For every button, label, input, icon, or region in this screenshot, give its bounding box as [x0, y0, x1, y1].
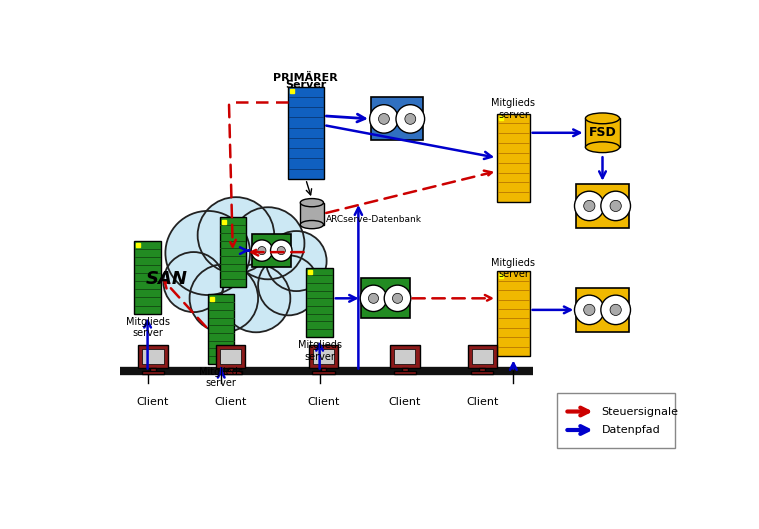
Circle shape [392, 293, 402, 303]
FancyBboxPatch shape [497, 271, 530, 356]
Text: FSD: FSD [589, 126, 616, 139]
Circle shape [277, 247, 285, 254]
Text: SAN: SAN [145, 270, 187, 288]
Circle shape [379, 114, 389, 124]
FancyBboxPatch shape [468, 344, 497, 368]
FancyBboxPatch shape [216, 344, 245, 368]
FancyBboxPatch shape [288, 87, 323, 179]
Text: Client: Client [214, 397, 247, 407]
FancyBboxPatch shape [301, 203, 323, 225]
Circle shape [266, 231, 326, 291]
FancyBboxPatch shape [394, 371, 416, 374]
FancyBboxPatch shape [208, 295, 235, 364]
FancyBboxPatch shape [143, 349, 164, 364]
Text: Mitglieds
server: Mitglieds server [491, 258, 535, 279]
Circle shape [575, 295, 604, 325]
Text: Client: Client [389, 397, 421, 407]
Circle shape [396, 105, 424, 133]
Circle shape [197, 197, 274, 273]
FancyBboxPatch shape [390, 344, 420, 368]
Circle shape [270, 240, 292, 261]
Circle shape [405, 114, 416, 124]
FancyBboxPatch shape [472, 349, 493, 364]
FancyBboxPatch shape [220, 349, 241, 364]
Ellipse shape [585, 142, 619, 152]
Text: Server: Server [285, 80, 326, 90]
Text: Datenpfad: Datenpfad [602, 425, 660, 435]
FancyBboxPatch shape [313, 371, 335, 374]
FancyBboxPatch shape [320, 368, 326, 372]
Text: Mitglieds
server: Mitglieds server [125, 317, 169, 339]
FancyBboxPatch shape [557, 393, 675, 449]
Circle shape [232, 207, 304, 279]
Text: Mitglieds
server: Mitglieds server [298, 340, 342, 361]
FancyBboxPatch shape [134, 241, 161, 314]
Circle shape [203, 233, 279, 309]
Circle shape [165, 211, 250, 295]
Circle shape [361, 285, 387, 312]
Circle shape [258, 256, 319, 315]
FancyBboxPatch shape [471, 371, 493, 374]
Circle shape [601, 295, 631, 325]
FancyBboxPatch shape [219, 371, 241, 374]
Circle shape [368, 293, 379, 303]
FancyBboxPatch shape [228, 368, 234, 372]
Circle shape [258, 247, 266, 254]
Text: Mitglieds
server: Mitglieds server [199, 367, 243, 388]
Circle shape [575, 191, 604, 221]
Circle shape [190, 264, 258, 332]
Text: Client: Client [137, 397, 169, 407]
Ellipse shape [585, 113, 619, 124]
FancyBboxPatch shape [585, 118, 619, 147]
FancyBboxPatch shape [138, 344, 168, 368]
Circle shape [370, 105, 398, 133]
Text: Client: Client [307, 397, 340, 407]
FancyBboxPatch shape [576, 184, 629, 228]
FancyBboxPatch shape [309, 344, 339, 368]
FancyBboxPatch shape [361, 278, 410, 318]
Circle shape [251, 240, 272, 261]
Circle shape [610, 200, 622, 212]
Circle shape [384, 285, 411, 312]
Circle shape [222, 264, 291, 332]
FancyBboxPatch shape [402, 368, 408, 372]
Circle shape [584, 304, 595, 315]
FancyBboxPatch shape [371, 97, 424, 141]
Text: Steuersignale: Steuersignale [602, 406, 679, 416]
FancyBboxPatch shape [394, 349, 415, 364]
Circle shape [601, 191, 631, 221]
Circle shape [584, 200, 595, 212]
FancyBboxPatch shape [576, 288, 629, 332]
Text: PRIMÄRER: PRIMÄRER [273, 72, 338, 83]
FancyBboxPatch shape [307, 268, 332, 337]
FancyBboxPatch shape [219, 217, 246, 287]
Circle shape [610, 304, 622, 315]
FancyBboxPatch shape [252, 234, 291, 267]
Circle shape [163, 252, 224, 312]
Text: ARCserve-Datenbank: ARCserve-Datenbank [326, 215, 422, 224]
Ellipse shape [301, 198, 323, 207]
FancyBboxPatch shape [480, 368, 485, 372]
Text: Mitglieds
server: Mitglieds server [491, 98, 535, 120]
FancyBboxPatch shape [150, 368, 156, 372]
FancyBboxPatch shape [313, 349, 334, 364]
Text: Client: Client [466, 397, 499, 407]
FancyBboxPatch shape [142, 371, 164, 374]
FancyBboxPatch shape [497, 114, 530, 202]
Ellipse shape [301, 221, 323, 229]
